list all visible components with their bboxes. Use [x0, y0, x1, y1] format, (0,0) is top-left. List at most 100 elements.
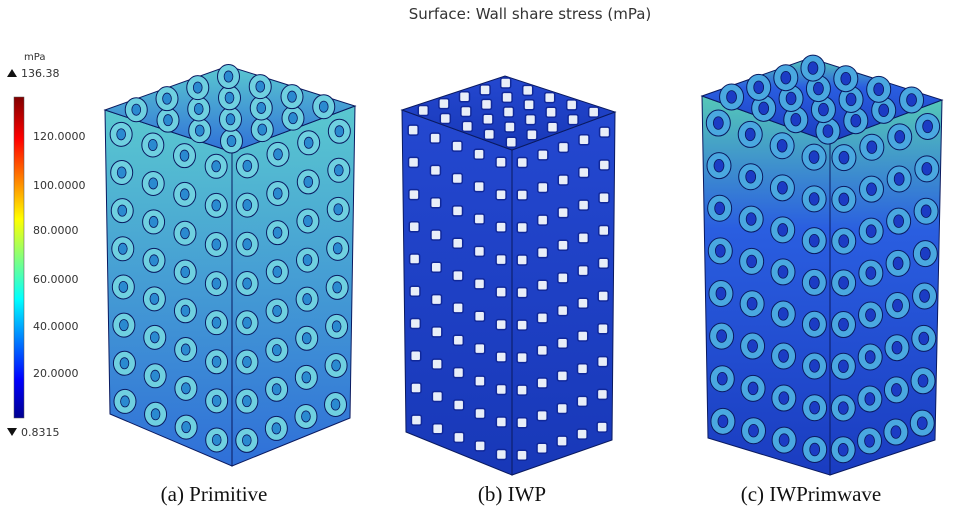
lattice-hole	[879, 104, 889, 117]
lattice-hole	[786, 92, 796, 105]
lattice-hole	[288, 91, 297, 102]
lattice-hole	[474, 182, 484, 192]
lattice-hole	[527, 130, 537, 140]
lattice-hole	[808, 62, 818, 75]
lattice-hole	[475, 408, 485, 418]
lattice-hole	[907, 94, 917, 107]
colorbar-max: 136.38	[21, 67, 60, 80]
lattice-hole	[810, 443, 820, 456]
lattice-hole	[918, 374, 928, 387]
colorbar-tick: 20.0000	[33, 367, 79, 380]
lattice-hole	[272, 423, 281, 434]
lattice-hole	[578, 331, 588, 341]
lattice-hole	[558, 175, 568, 185]
colorbar-min: 0.8315	[21, 426, 60, 439]
lattice-hole	[453, 206, 463, 216]
lattice-hole	[748, 382, 758, 395]
lattice-hole	[243, 199, 252, 210]
lattice-hole	[838, 402, 848, 415]
lattice-hole	[480, 85, 490, 95]
min-marker	[7, 428, 17, 436]
lattice-hole	[195, 125, 204, 136]
lattice-hole	[505, 122, 515, 132]
lattice-hole	[453, 335, 463, 345]
lattice-hole	[715, 245, 725, 258]
lattice-hole	[418, 106, 428, 116]
lattice-hole	[453, 303, 463, 313]
figure-title: Surface: Wall share stress (mPa)	[409, 5, 652, 23]
lattice-hole	[791, 113, 801, 126]
lattice-hole	[778, 224, 788, 237]
lattice-hole	[810, 360, 820, 373]
lattice-hole	[243, 356, 252, 367]
lattice-hole	[599, 160, 609, 170]
lattice-hole	[538, 150, 548, 160]
lattice-hole	[182, 422, 191, 433]
lattice-hole	[433, 424, 443, 434]
caption: (c) IWPrimwave	[741, 482, 882, 506]
lattice-hole	[453, 238, 463, 248]
lattice-hole	[823, 125, 833, 138]
lattice-hole	[777, 182, 787, 195]
lattice-hole	[598, 291, 608, 301]
lattice-hole	[839, 277, 849, 290]
lattice-hole	[546, 107, 556, 117]
lattice-hole	[599, 225, 609, 235]
lattice-hole	[332, 321, 341, 332]
lattice-hole	[748, 340, 758, 353]
lattice-hole	[119, 320, 128, 331]
lattice-hole	[746, 213, 756, 226]
lattice-hole	[517, 418, 527, 428]
lattice-hole	[333, 282, 342, 293]
colorbar-gradient	[14, 97, 24, 418]
lattice-hole	[431, 262, 441, 272]
lattice-hole	[598, 324, 608, 334]
lattice-hole	[289, 113, 298, 124]
lattice-hole	[578, 364, 588, 374]
lattice-hole	[727, 91, 737, 104]
lattice-hole	[866, 309, 876, 322]
lattice-hole	[331, 399, 340, 410]
lattice-hole	[846, 93, 856, 106]
lattice-hole	[577, 396, 587, 406]
lattice-hole	[865, 393, 875, 406]
lattice-hole	[578, 233, 588, 243]
colorbar-tick: 100.0000	[33, 179, 86, 192]
lattice-hole	[121, 396, 130, 407]
lattice-hole	[502, 92, 512, 102]
lattice-hole	[258, 124, 267, 135]
max-marker	[7, 69, 17, 77]
lattice-hole	[319, 101, 328, 112]
colorbar-tick: 80.0000	[33, 224, 79, 237]
colorbar-tick: 60.0000	[33, 273, 79, 286]
lattice-hole	[920, 290, 930, 303]
lattice-hole	[496, 157, 506, 167]
lattice-hole	[866, 225, 876, 238]
lattice-hole	[893, 299, 903, 312]
lattice-hole	[558, 240, 568, 250]
lattice-hole	[452, 141, 462, 151]
lattice-hole	[272, 345, 281, 356]
colorbar-tick: 120.0000	[33, 130, 86, 143]
lattice-hole	[496, 417, 506, 427]
lattice-hole	[874, 83, 884, 96]
lattice-hole	[257, 102, 266, 113]
lattice-hole	[809, 193, 819, 206]
lattice-hole	[715, 202, 725, 215]
lattice-hole	[867, 183, 877, 196]
lattice-hole	[841, 72, 851, 85]
lattice-hole	[460, 92, 470, 102]
lattice-hole	[224, 71, 233, 82]
colorbar: mPa 136.38 120.0000 100.0000 80.0000 60.…	[7, 52, 86, 439]
lattice-hole	[150, 332, 159, 343]
lattice-hole	[461, 106, 471, 116]
lattice-hole	[243, 160, 252, 171]
lattice-hole	[475, 279, 485, 289]
lattice-hole	[303, 215, 312, 226]
lattice-hole	[517, 223, 527, 233]
lattice-hole	[410, 318, 420, 328]
lattice-hole	[431, 230, 441, 240]
lattice-hole	[272, 384, 281, 395]
lattice-hole	[716, 287, 726, 300]
lattice-hole	[599, 193, 609, 203]
